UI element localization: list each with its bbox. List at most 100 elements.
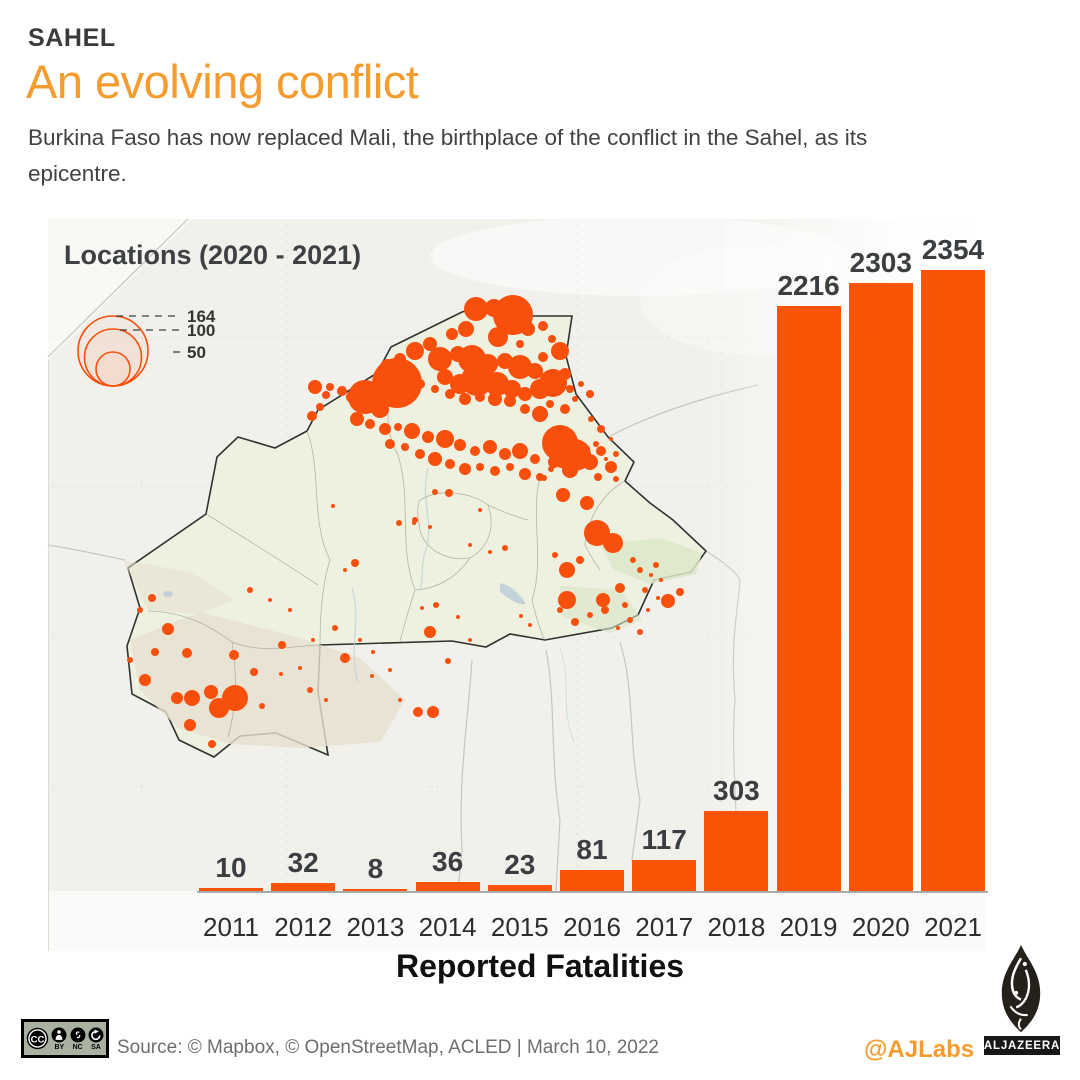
location-dot: [420, 606, 424, 610]
bar-value-label: 303: [713, 775, 760, 807]
page-description: Burkina Faso has now replaced Mali, the …: [28, 125, 868, 187]
location-dot: [358, 638, 362, 642]
location-dot: [659, 578, 663, 582]
cc-by-icon: BY: [51, 1027, 67, 1051]
location-dot: [379, 423, 391, 435]
location-dot: [458, 321, 474, 337]
location-dot: [394, 423, 402, 431]
location-dot: [371, 650, 375, 654]
cc-icon: CC: [26, 1027, 49, 1050]
location-dot: [470, 446, 480, 456]
location-dot: [316, 403, 324, 411]
location-dot: [488, 327, 508, 347]
location-dot: [656, 596, 660, 600]
location-dot: [613, 451, 619, 457]
svg-text:CC: CC: [31, 1034, 45, 1045]
cc-sa-icon: SA: [88, 1027, 104, 1051]
location-dot: [401, 443, 409, 451]
location-dot: [385, 439, 395, 449]
location-dot: [204, 685, 218, 699]
bar-2016: [560, 869, 624, 891]
bar-value-label: 2354: [921, 234, 985, 265]
location-dot: [552, 552, 558, 558]
bar-value-label: 2303: [849, 247, 912, 279]
location-dot: [428, 452, 442, 466]
location-dot: [184, 719, 196, 731]
bar-2018: [704, 811, 769, 891]
location-dot: [331, 504, 335, 508]
x-axis-label: 2016: [563, 912, 621, 942]
location-dot: [559, 562, 575, 578]
location-dot: [446, 328, 458, 340]
aljazeera-flame-logo: [1001, 944, 1041, 1033]
x-axis-label: 2015: [490, 912, 549, 942]
location-dot: [459, 393, 471, 405]
location-dot: [622, 602, 628, 608]
location-dot: [528, 623, 532, 627]
location-dot: [630, 557, 636, 563]
cc-sa-label: SA: [91, 1043, 101, 1051]
location-dot: [436, 430, 454, 448]
bar-2012: [271, 882, 336, 891]
location-dot: [499, 448, 511, 460]
size-legend-connectors: [116, 315, 181, 353]
location-dot: [250, 668, 258, 676]
location-dot: [593, 441, 599, 447]
location-dot: [388, 668, 392, 672]
bar-2019: [776, 306, 841, 891]
location-dot: [298, 666, 302, 670]
location-dot: [311, 638, 315, 642]
bar-value-label: 10: [215, 852, 247, 884]
size-legend-value-min: 50: [187, 343, 206, 362]
location-dot: [485, 299, 503, 317]
location-dot: [559, 368, 571, 380]
cc-by-label: BY: [54, 1043, 65, 1051]
water-features: [163, 467, 575, 743]
location-dot: [340, 653, 350, 663]
location-dot: [603, 533, 623, 553]
cc-license-inner: CC BY $ NC SA: [24, 1022, 106, 1055]
location-dot: [148, 594, 156, 602]
location-dot: [431, 385, 439, 393]
cc-license-badge: CC BY $ NC SA: [21, 1019, 109, 1058]
bar-value-label: 8: [367, 852, 384, 884]
location-dot: [413, 707, 423, 717]
location-dot: [518, 387, 532, 401]
ajlabs-credit: @AJLabs: [864, 1036, 975, 1063]
location-dot: [332, 625, 338, 631]
location-dot: [637, 629, 643, 635]
location-dot: [556, 488, 570, 502]
location-dot: [588, 416, 594, 422]
location-dot: [578, 381, 584, 387]
location-dot: [428, 525, 432, 529]
bar-value-label: 2216: [777, 270, 840, 302]
location-dot: [546, 400, 554, 408]
location-dot: [584, 520, 610, 546]
location-dot: [478, 508, 482, 512]
location-dot: [459, 463, 471, 475]
location-dot: [562, 462, 578, 478]
location-dot: [424, 626, 436, 638]
location-dot: [468, 638, 472, 642]
cc-nc-icon: $ NC: [70, 1027, 86, 1051]
location-dot: [151, 648, 159, 656]
location-dot: [308, 380, 322, 394]
location-dot: [137, 607, 143, 613]
map-corner-highlight: [48, 219, 192, 360]
location-dot: [519, 614, 523, 618]
chart-title: Reported Fatalities: [395, 948, 685, 984]
location-dot: [468, 543, 472, 547]
location-dot: [307, 411, 317, 421]
x-axis-label: 2012: [274, 912, 333, 942]
location-dot: [548, 335, 556, 343]
location-dot: [208, 740, 216, 748]
x-axis-label: 2013: [346, 912, 405, 942]
location-dot: [557, 607, 563, 613]
x-axis-label: 2021: [924, 912, 982, 942]
location-dot: [337, 386, 347, 396]
location-dot: [571, 618, 579, 626]
location-dot: [576, 556, 584, 564]
page-title: An evolving conflict: [26, 55, 419, 108]
